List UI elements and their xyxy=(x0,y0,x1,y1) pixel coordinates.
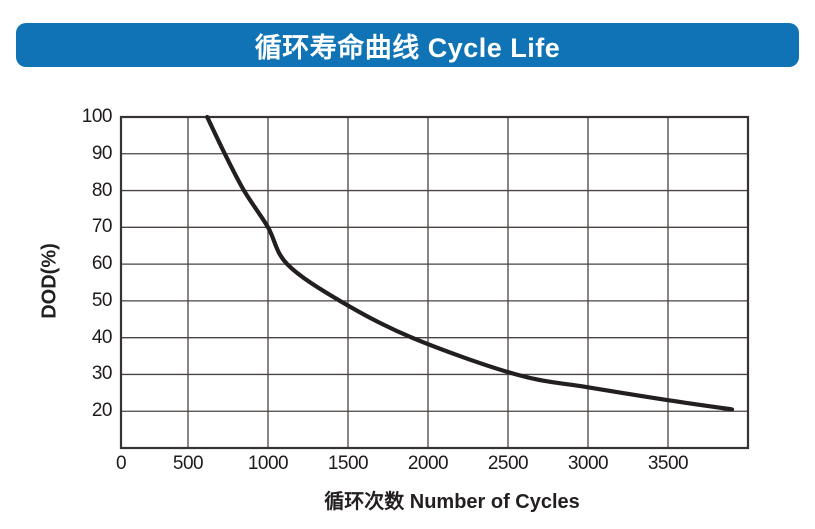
x-tick-label: 3000 xyxy=(567,453,609,474)
plot-border xyxy=(119,115,750,450)
y-tick-label: 20 xyxy=(91,400,113,422)
y-tick-label: 100 xyxy=(81,106,113,127)
x-tick-label: 1500 xyxy=(327,453,369,474)
y-tick-label: 50 xyxy=(91,289,113,311)
x-axis-title: 循环次数 Number of Cycles xyxy=(324,491,580,513)
y-tick-label: 70 xyxy=(91,216,113,238)
page-title: 循环寿命曲线 Cycle Life xyxy=(254,32,561,63)
y-tick-label: 30 xyxy=(91,363,113,385)
x-tick-label: 500 xyxy=(172,453,204,474)
y-tick-label: 40 xyxy=(91,326,113,348)
x-tick-label: 1000 xyxy=(247,453,289,474)
x-tick-label: 2500 xyxy=(487,453,529,474)
y-tick-label: 80 xyxy=(91,179,113,201)
cycle-life-curve xyxy=(205,114,735,412)
x-tick-label: 0 xyxy=(115,453,127,474)
title-banner: 循环寿命曲线 Cycle Life xyxy=(16,23,799,67)
y-axis-title: DOD(%) xyxy=(38,243,61,319)
y-tick-label: 90 xyxy=(91,142,113,164)
x-tick-label: 2000 xyxy=(407,453,449,474)
y-tick-label: 60 xyxy=(91,253,113,275)
x-tick-label: 3500 xyxy=(647,453,689,474)
